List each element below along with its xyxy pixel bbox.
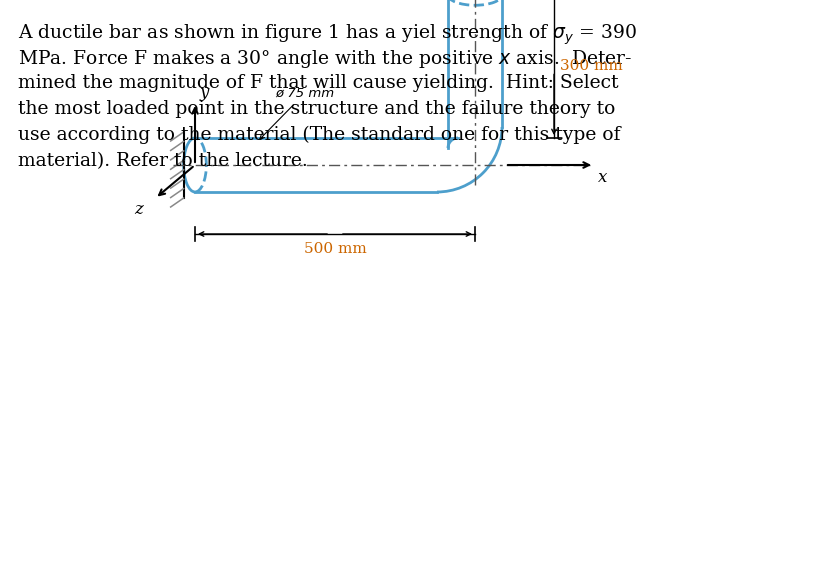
Text: 300 mm: 300 mm [560,59,623,73]
Text: A ductile bar as shown in figure 1 has a yiel strength of $\sigma_y$ = 390: A ductile bar as shown in figure 1 has a… [18,22,637,46]
Text: z: z [134,202,143,219]
Text: use according to the material (The standard one for this type of: use according to the material (The stand… [18,126,621,144]
Text: material). Refer to the lecture.: material). Refer to the lecture. [18,152,308,170]
Text: x: x [598,169,607,186]
Text: MPa. Force F makes a 30° angle with the positive $x$ axis.  Deter-: MPa. Force F makes a 30° angle with the … [18,48,632,70]
Text: 500 mm: 500 mm [304,242,366,256]
Text: the most loaded point in the structure and the failure theory to: the most loaded point in the structure a… [18,100,616,118]
Text: y: y [200,84,209,101]
Text: ø 75 mm: ø 75 mm [260,87,334,139]
Text: mined the magnitude of F that will cause yielding.  Hint: Select: mined the magnitude of F that will cause… [18,74,619,92]
